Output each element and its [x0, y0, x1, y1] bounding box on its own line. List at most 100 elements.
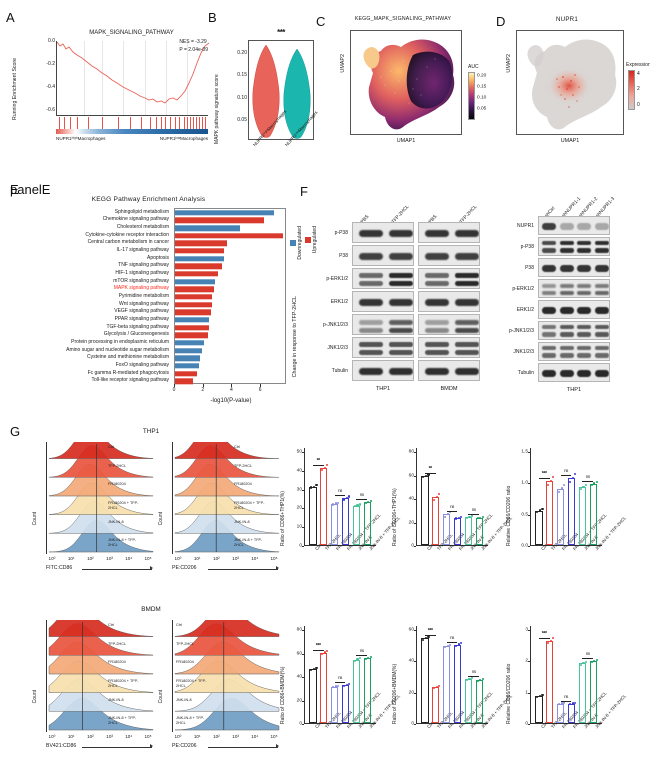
data-point — [345, 684, 348, 687]
ridgeline-curves — [174, 442, 280, 553]
auc-legend-title: AUC — [468, 64, 479, 70]
blot-band — [425, 350, 449, 355]
panel-g-flow-and-bars: G THP1 BMDM JNK-IN-8 + TFP-2HCL JNK-IN-8 F… — [6, 424, 646, 780]
blot-group-label: THP1 — [375, 386, 391, 392]
flow-channel-label: PE:CD206 — [172, 743, 197, 749]
ridge-group-label: JNK-IN-8 + TFP-2HCL — [176, 716, 205, 726]
data-point — [454, 644, 458, 647]
bar-chart-thp1_cd86: 0 10 20 30 40 50 Ctrl TFP-2HCL FR 180204 FR 18020… — [280, 448, 401, 551]
blot-row-box — [352, 222, 414, 243]
blot-band — [455, 328, 479, 333]
panel-f-label: F — [300, 184, 308, 199]
bar — [589, 483, 597, 545]
bar — [309, 486, 317, 545]
blot-band — [425, 253, 449, 260]
data-point — [479, 678, 482, 681]
blot-band — [559, 325, 574, 329]
flow-count-label: Count — [32, 512, 38, 526]
flow-x-tick: 10⁴ — [125, 734, 133, 739]
significance-annotation: ns — [450, 634, 454, 640]
flow-x-tick: 10⁰ — [174, 734, 182, 739]
flow-x-tick: 10⁵ — [144, 556, 152, 561]
panel-d-title: NUPR1 — [556, 16, 578, 23]
blot-band — [577, 332, 591, 337]
bar — [589, 660, 597, 723]
y-tick: 0.15 — [237, 72, 247, 79]
flow-count-label: Count — [32, 690, 38, 704]
flow-x-tick: 10³ — [106, 734, 113, 739]
blot-band — [594, 284, 609, 288]
bar-chart-ylabel: Ratio of CD86+THP1(%) — [280, 491, 286, 546]
data-point — [593, 659, 596, 662]
pathway-label: Apoptosis — [147, 254, 169, 261]
data-point — [476, 517, 479, 520]
legend-item: Downregulated — [290, 226, 303, 260]
significance-annotation: ns — [359, 491, 364, 497]
blot-band — [559, 248, 574, 253]
data-point — [585, 484, 588, 487]
data-point — [345, 496, 348, 499]
violin-shapes — [252, 44, 311, 139]
blot-row-box — [352, 291, 414, 312]
y-tick: 60 — [296, 651, 302, 656]
blot-band — [455, 273, 479, 278]
bar — [567, 703, 576, 723]
data-point — [454, 517, 458, 520]
bar — [453, 517, 462, 545]
blot-band — [455, 281, 479, 286]
data-point — [433, 686, 436, 689]
blot-band — [425, 328, 449, 333]
flow-x-tick: 10³ — [106, 556, 113, 561]
data-point — [563, 483, 566, 486]
blot-band — [559, 265, 574, 272]
data-point — [568, 481, 572, 484]
panel-e-label: panelE — [10, 182, 51, 197]
significance-annotation: ns — [338, 675, 342, 681]
blot-band — [455, 299, 479, 306]
y-tick: 0.5 — [521, 512, 528, 518]
significance-annotation: ns — [585, 473, 590, 479]
pathway-label: MAPK signaling pathway — [113, 285, 169, 292]
data-point — [560, 702, 563, 705]
ridge-group-label: JNK-IN-8 — [234, 519, 250, 524]
bar-chart-ylabel: Relative CD86/CD206 ratio — [506, 663, 512, 724]
significance-annotation: ** — [428, 465, 433, 472]
bar-chart-ylabel: Ratio of CD206+BMDM(%) — [392, 663, 398, 724]
umap-auc-cloud — [363, 39, 455, 130]
flow-x-tick: 10⁰ — [174, 556, 182, 561]
blot-band — [577, 248, 591, 253]
panel-a-title: MAPK_SIGNALING_PATHWAY — [89, 30, 174, 36]
data-point — [552, 637, 555, 640]
data-point — [579, 663, 582, 667]
blot-band — [425, 342, 449, 347]
ridge-group-label: FR180204 — [108, 660, 126, 665]
data-point — [547, 483, 550, 486]
pathway-bar — [175, 317, 210, 323]
flow-channel-label: BV421:CD86 — [46, 743, 77, 749]
bar — [453, 644, 462, 723]
expression-legend-tick: 4 — [637, 71, 640, 77]
blot-band — [542, 370, 556, 377]
blot-row-box — [538, 216, 610, 235]
pathway-bar — [175, 286, 214, 293]
bar — [545, 640, 554, 723]
blot-band — [594, 307, 609, 314]
ridge-group-label: FR180204 — [176, 660, 194, 665]
y-tick: 20 — [408, 690, 414, 696]
significance-annotation: ns — [585, 650, 590, 656]
blot-band — [425, 273, 449, 278]
blot-row-box — [538, 363, 610, 382]
blot-band — [594, 370, 609, 377]
blot-band — [389, 230, 413, 237]
data-point — [312, 667, 315, 670]
pathway-bar — [175, 271, 219, 277]
data-point — [471, 677, 474, 680]
violin-plot-area: 0.20 0.15 0.10 0.05 — [237, 40, 314, 140]
data-point — [438, 493, 441, 496]
blot-row-box — [538, 321, 610, 340]
significance-annotation: ns — [338, 488, 342, 493]
ridge-group-label: TFP-2HCL — [108, 463, 127, 468]
y-tick: 1 — [525, 690, 528, 696]
pathway-bar — [175, 363, 200, 369]
ridgeline-curves — [48, 442, 154, 553]
